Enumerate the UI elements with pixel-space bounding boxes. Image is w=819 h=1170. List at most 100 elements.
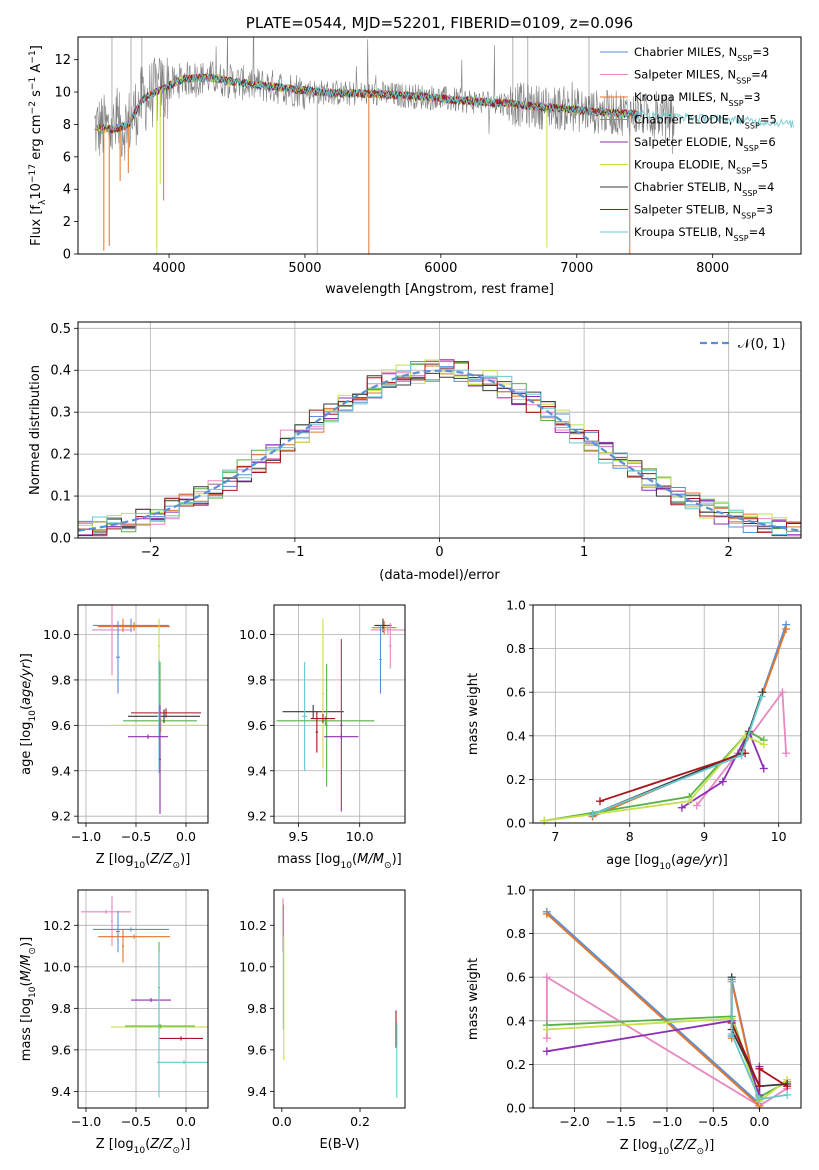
mass-weight-panel-4: 7 8 9 10 0.0 0.2 0.4 0.6 0.8 1.0 age [log10(age/yr…: [466, 598, 802, 872]
y-tick-label: 9.4: [247, 763, 267, 778]
grid-lines: [78, 890, 208, 1108]
x-tick-label: −0.5: [121, 1114, 151, 1129]
errorbar: [128, 734, 168, 739]
y-axis-label: mass [log10(M/M⊙)]: [19, 937, 38, 1061]
y-tick-label: 9.6: [247, 718, 267, 733]
mass-weight-lines: [540, 620, 791, 825]
x-axis-label: Z [log10(Z/Z⊙)]: [96, 852, 191, 871]
errorbar: [98, 934, 170, 939]
series-marker: [757, 692, 766, 701]
errorbars: [81, 896, 208, 1098]
legend-entry: Kroupa STELIB, NSSP=4: [634, 225, 766, 243]
series-marker: [542, 973, 551, 982]
plot-frame: [532, 604, 802, 824]
model-spectrum-line: [100, 73, 794, 134]
x-tick-label: 0.0: [749, 1114, 769, 1129]
y-axis-label: mass weight: [466, 958, 481, 1040]
y-tick-label: 10.2: [239, 918, 267, 933]
model-spectrum-line: [99, 73, 638, 135]
errorbar-panel-3: 9.5 10.0 9.2 9.4 9.6 9.8 10.0 mass [log10(M/M⊙)…: [239, 604, 406, 871]
series-line: [546, 1019, 761, 1096]
x-tick-label: 0.0: [272, 1114, 292, 1129]
legend-entry: Chabrier STELIB, NSSP=4: [634, 180, 774, 198]
series-marker: [758, 688, 767, 697]
x-tick-label: 10: [771, 829, 787, 844]
y-tick-label: 9.4: [51, 1084, 71, 1099]
series-marker: [540, 816, 549, 825]
errorbar: [116, 910, 120, 953]
y-tick-label: 9.8: [247, 1001, 267, 1016]
x-tick-label: −1.0: [652, 1114, 682, 1129]
chart-title: PLATE=0544, MJD=52201, FIBERID=0109, z=0…: [246, 14, 633, 32]
y-tick-label: 0.8: [506, 926, 526, 941]
x-axis-label: Z [log10(Z/Z⊙)]: [620, 1138, 715, 1157]
grid-lines: [274, 605, 405, 823]
errorbar: [122, 929, 124, 963]
x-tick-label: 5000: [288, 261, 321, 276]
y-tick-label: 2: [63, 215, 71, 230]
y-tick-label: 8: [63, 118, 71, 133]
x-tick-label: 10.0: [346, 829, 374, 844]
y-tick-label: 0.1: [50, 490, 71, 505]
model-spectrum-line: [97, 73, 639, 133]
residual-panel: −2 −1 0 1 2 0.0 0.1 0.2 0.3 0.4 0.5 (data-model)/er…: [28, 321, 802, 583]
plot-frame: [273, 604, 406, 824]
x-axis-label: age [log10(age/yr)]: [606, 853, 728, 872]
x-tick-label: 8000: [696, 261, 729, 276]
x-axis-label: Z [log10(Z/Z⊙)]: [96, 1137, 191, 1156]
y-axis-label: age [log10(age/yr)]: [19, 653, 38, 775]
plot-frame: [77, 604, 209, 824]
y-tick-label: 9.2: [247, 809, 267, 824]
series-marker: [596, 797, 604, 806]
y-tick-label: 0.3: [50, 406, 71, 421]
normal-reference-curve: [78, 369, 801, 532]
series-marker: [727, 977, 736, 986]
x-axis-label: wavelength [Angstrom, rest frame]: [325, 282, 554, 297]
errorbar-panel-6: 0.0 0.2 9.4 9.6 9.8 10.0 10.2 E(B-V): [239, 889, 406, 1152]
series-marker: [783, 1090, 792, 1099]
x-tick-label: −1.5: [606, 1114, 636, 1129]
series-marker: [782, 624, 791, 633]
errorbar: [157, 1060, 208, 1065]
errorbar: [371, 620, 397, 635]
errorbar: [116, 620, 120, 694]
x-tick-label: −1.0: [71, 1114, 101, 1129]
series-marker: [542, 909, 551, 918]
y-tick-label: 9.4: [51, 763, 71, 778]
y-tick-label: 9.8: [247, 672, 267, 687]
legend-entry: Kroupa MILES, NSSP=3: [634, 90, 761, 108]
errorbars: [92, 605, 208, 814]
errorbar-panel-5: −1.0 −0.5 0.0 9.4 9.6 9.8 10.0 10.2 Z [log10(Z/Z…: [19, 889, 209, 1156]
x-tick-label: 9.5: [289, 829, 309, 844]
errorbar: [93, 927, 169, 932]
series-line: [546, 911, 761, 1107]
errorbar: [324, 734, 359, 739]
legend-entry: Salpeter MILES, NSSP=4: [634, 68, 768, 86]
series-marker: [542, 1025, 551, 1034]
series-marker: [677, 803, 686, 812]
histogram-step-line: [78, 372, 801, 537]
series-line: [730, 981, 788, 1101]
y-tick-label: 9.4: [247, 1084, 267, 1099]
x-tick-label: −2.0: [559, 1114, 589, 1129]
y-axis-label: Normed distribution: [28, 365, 43, 495]
x-axis-label: E(B-V): [319, 1137, 359, 1152]
errorbar: [92, 605, 132, 676]
errorbar: [370, 625, 405, 635]
series-line: [544, 734, 765, 822]
y-tick-label: 0.4: [50, 364, 71, 379]
x-tick-label: −2: [141, 545, 160, 560]
mass-weight-panel-7: −2.0 −1.5 −1.0 −0.5 0.0 0.0 0.2 0.4 0.6 0.8 1.0 Z […: [466, 883, 802, 1157]
x-tick-label: 2: [725, 545, 733, 560]
legend: Chabrier MILES, NSSP=3 Salpeter MILES, NS…: [600, 45, 777, 243]
y-tick-label: 0.0: [50, 532, 71, 547]
errorbar: [310, 714, 336, 724]
errorbar: [158, 952, 160, 1098]
y-axis-label: mass weight: [466, 673, 481, 755]
series-marker: [755, 1082, 764, 1091]
legend-entry: Chabrier MILES, NSSP=3: [634, 45, 769, 63]
errorbar: [81, 909, 131, 914]
legend-entry: Kroupa ELODIE, NSSP=5: [634, 158, 768, 176]
y-tick-label: 9.6: [51, 1042, 71, 1057]
y-tick-label: 9.8: [51, 1001, 71, 1016]
